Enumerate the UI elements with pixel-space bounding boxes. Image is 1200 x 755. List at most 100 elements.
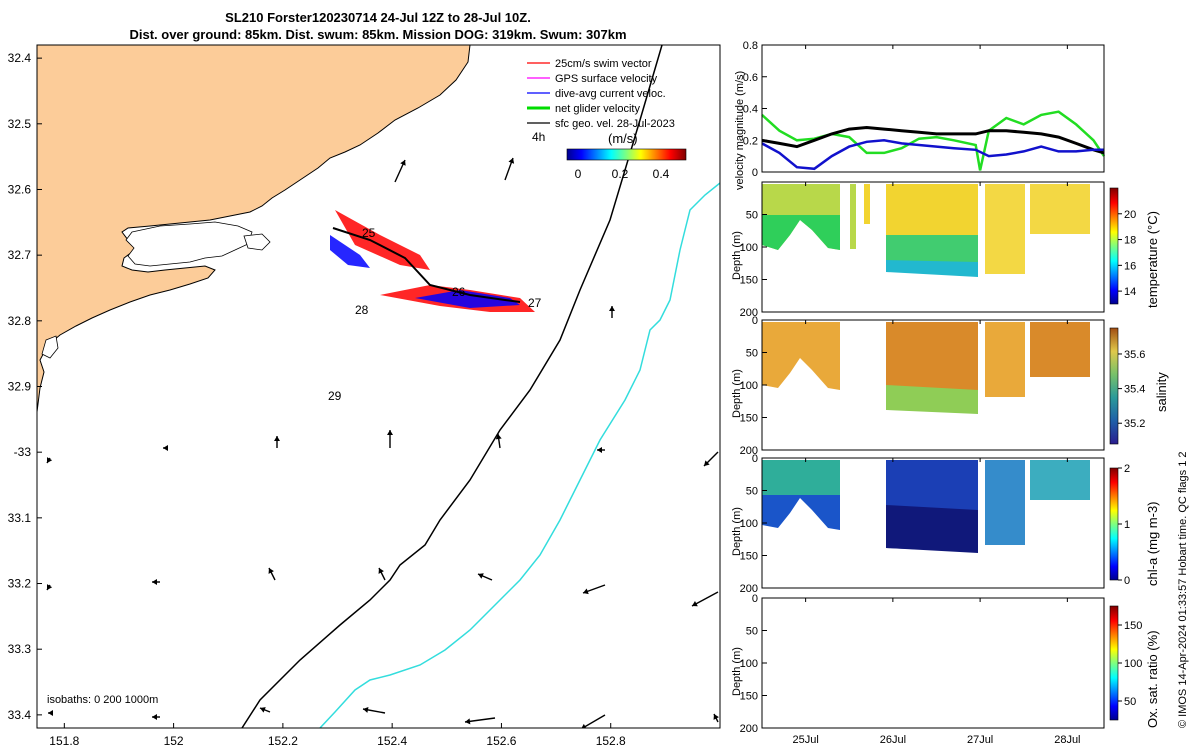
map-xtick-label: 152.2 — [268, 734, 298, 748]
map-ytick-label: 32.7 — [8, 248, 32, 262]
depth-tick-label: 0 — [752, 593, 758, 605]
velocity-panel: 0 0.2 0.4 0.6 0.8 velocity magnitude (m/s) — [734, 40, 1106, 190]
velocity-ytick-label: 0 — [752, 167, 758, 179]
depth-tick-label: 0 — [752, 453, 758, 465]
map-ytick-label: 32.8 — [8, 314, 32, 328]
geo-velocity-arrowhead — [400, 160, 406, 166]
colorbar-tick-label: 35.6 — [1124, 349, 1145, 361]
time-tick-label: 28Jul — [1054, 734, 1080, 746]
geo-velocity-arrowhead — [152, 579, 157, 585]
depth-tick-label: 200 — [740, 307, 758, 319]
colorbar-tick-0.2: 0.2 — [612, 167, 629, 181]
salinity-colorbar-label: salinity — [1154, 372, 1169, 412]
time-tick-label: 27Jul — [967, 734, 993, 746]
salinity-ylabel: Depth (m) — [731, 369, 743, 418]
oxygen-panel: 0 50 100 150 200 Depth (m) 50 100 150 Ox. sat.… — [731, 593, 1160, 735]
depth-tick-label: 100 — [740, 380, 758, 392]
oxygen-colorbar-label: Ox. sat. ratio (%) — [1145, 630, 1160, 728]
geo-velocity-arrowhead — [152, 714, 157, 720]
geo-velocity-arrowhead — [363, 706, 369, 713]
velocity-ytick-label: 0.2 — [743, 135, 758, 147]
salinity-y-ticks: 0 50 100 150 200 — [740, 315, 767, 457]
geo-velocity-arrowhead — [478, 573, 484, 579]
temperature-colorbar — [1109, 187, 1119, 305]
temperature-ylabel: Depth (m) — [731, 231, 743, 280]
colorbar-unit: (m/s) — [608, 131, 638, 146]
chla-colorbar-label: chl-a (mg m-3) — [1145, 501, 1160, 586]
map-xtick-label: 152.4 — [377, 734, 407, 748]
map-ytick-label: 33.2 — [8, 577, 32, 591]
velocity-y-ticks: 0 0.2 0.4 0.6 0.8 — [743, 40, 767, 179]
depth-tick-label: 150 — [740, 691, 758, 703]
colorbar-tick-label: 100 — [1124, 658, 1142, 670]
map-panel: 151.8 152 152.2 152.4 152.6 152.8 32.432.532.… — [8, 44, 721, 748]
map-ytick-label: 32.4 — [8, 51, 32, 65]
map-y-ticks: 32.4 32.5 32.6 32.7 32.8 32.9 -33 33.1 33.2 33.3 3… — [8, 51, 42, 722]
velocity-series — [761, 110, 1106, 171]
colorbar-tick-label: 50 — [1124, 696, 1136, 708]
geo-velocity-arrowhead — [47, 457, 53, 463]
geo-velocity-arrowhead — [597, 447, 602, 453]
velocity-ytick-label: 0.6 — [743, 72, 758, 84]
depth-tick-label: 0 — [752, 315, 758, 327]
colorbar-tick-label: 35.4 — [1124, 384, 1145, 396]
title-line-1: SL210 Forster120230714 24-Jul 12Z to 28-… — [225, 10, 531, 25]
depth-tick-label: 100 — [740, 242, 758, 254]
title-line-2: Dist. over ground: 85km. Dist. swum: 85k… — [129, 27, 626, 42]
depth-tick-label: 100 — [740, 658, 758, 670]
oxygen-colorbar — [1109, 605, 1119, 721]
chla-colorbar-ticks: 0 1 2 — [1118, 463, 1130, 587]
isobath-200m — [241, 45, 663, 728]
depth-tick-label: 100 — [740, 518, 758, 530]
chla-y-ticks: 0 50 100 150 200 — [740, 453, 767, 595]
credit-footer: © IMOS 14-Apr-2024 01:33:57 Hobart time.… — [1177, 451, 1189, 728]
colorbar-tick-label: 20 — [1124, 209, 1136, 221]
chla-colorbar — [1109, 467, 1119, 581]
map-ytick-label: 32.6 — [8, 182, 32, 196]
map-xtick-label: 152 — [164, 734, 184, 748]
geo-velocity-arrowhead — [48, 710, 53, 716]
geo-velocity-arrowhead — [609, 306, 615, 311]
geo-velocity-arrowhead — [378, 568, 384, 574]
glider-track — [332, 227, 521, 303]
geo-velocity-arrowhead — [508, 158, 515, 164]
temperature-colorbar-ticks: 14 16 18 20 — [1118, 209, 1136, 298]
geo-velocity-arrowhead — [713, 714, 719, 720]
colorbar-tick-0.4: 0.4 — [653, 167, 670, 181]
geo-velocity-arrow — [464, 717, 496, 723]
colorbar-tick-label: 150 — [1124, 620, 1142, 632]
colorbar-tick-label: 16 — [1124, 260, 1136, 272]
geo-velocity-arrowhead — [704, 460, 710, 466]
legend-swim-vector: 25cm/s swim vector — [555, 58, 652, 70]
colorbar-tick-label: 1 — [1124, 519, 1130, 531]
depth-tick-label: 150 — [740, 413, 758, 425]
temperature-y-ticks: 50 100 150 200 — [740, 210, 767, 319]
time-tick-label: 26Jul — [880, 734, 906, 746]
depth-tick-label: 50 — [746, 626, 758, 638]
velocity-series-line — [761, 139, 1104, 171]
geo-velocity-arrowhead — [260, 707, 266, 713]
geo-velocity-arrowhead — [387, 430, 393, 435]
geo-velocity-arrowhead — [692, 600, 698, 607]
map-ytick-label: 32.5 — [8, 117, 32, 131]
geo-velocity-arrowhead — [47, 584, 53, 590]
time-step-label: 4h — [532, 130, 545, 144]
map-ytick-label: 32.9 — [8, 380, 32, 394]
geo-velocity-arrowhead — [268, 568, 274, 574]
oxygen-y-ticks: 0 50 100 150 200 — [740, 593, 767, 735]
oxygen-colorbar-ticks: 50 100 150 — [1118, 620, 1142, 708]
colorbar-tick-label: 0 — [1124, 575, 1130, 587]
day-label-25: 25 — [362, 226, 376, 240]
map-legend: 25cm/s swim vector GPS surface velocity … — [527, 58, 687, 181]
depth-tick-label: 200 — [740, 723, 758, 735]
day-label-28: 28 — [355, 303, 369, 317]
salinity-colorbar-ticks: 35.2 35.4 35.6 — [1118, 349, 1145, 430]
day-label-26: 26 — [452, 285, 466, 299]
legend-net-glider-velocity: net glider velocity — [555, 103, 640, 115]
chla-panel: 0 50 100 150 200 Depth (m) 0 1 2 chl-a (mg m-3… — [731, 453, 1160, 595]
geo-velocity-arrowhead — [274, 436, 280, 441]
map-xtick-label: 152.6 — [486, 734, 516, 748]
temperature-colorbar-label: temperature (°C) — [1145, 211, 1160, 308]
time-tick-label: 25Jul — [792, 734, 818, 746]
